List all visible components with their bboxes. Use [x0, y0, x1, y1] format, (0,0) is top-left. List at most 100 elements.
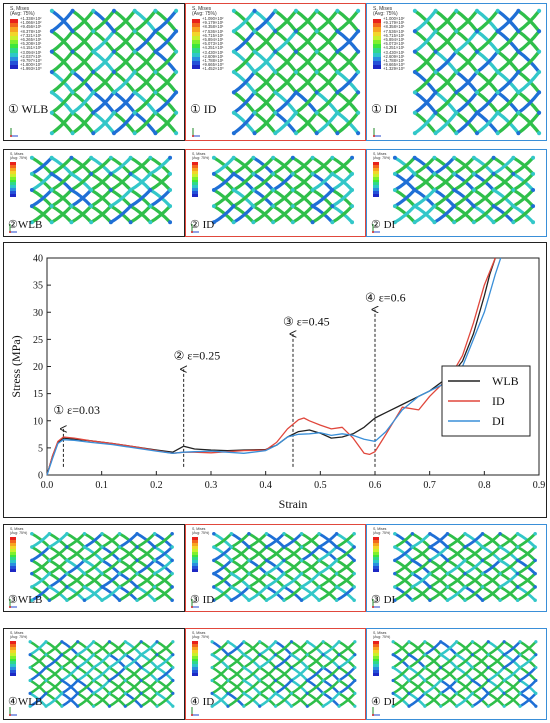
panel-wlb-3: S, Mises (Avg: 75%) ③WLB [3, 524, 185, 612]
deformation-state-label: ②WLB [8, 219, 43, 231]
axis-triad-icon [372, 707, 380, 716]
contour-legend-value: +6.715×10¹ [202, 32, 224, 38]
panel-wlb-4: S, Mises (Avg: 75%) ④WLB [3, 628, 185, 720]
contour-legend: S, Mises (Avg: 75%) +1.338×10² +1.066×10² +… [10, 6, 42, 71]
contour-legend-value: +1.000×10² [383, 16, 405, 21]
contour-legend-title: S, Mises (Avg: 75%) [192, 631, 210, 639]
contour-legend-value: +1.329×10⁰ [383, 66, 405, 72]
legend-label-wlb: WLB [492, 374, 519, 388]
stress-contour-row-1: S, Mises (Avg: 75%) +1.338×10² +1.066×10² +… [3, 3, 547, 141]
contour-legend: S, Mises (Avg: 75%) [192, 631, 210, 676]
deformation-state-label: ④ ID [190, 696, 215, 708]
stress-contour-row-3: S, Mises (Avg: 75%) ③WLB S, Mises (Avg: 7… [3, 524, 547, 612]
contour-legend-title: S, Mises (Avg: 75%) [10, 6, 35, 17]
y-tick-label: 20 [33, 362, 43, 373]
legend-label-di: DI [492, 414, 505, 428]
contour-legend-value: +8.358×10¹ [202, 24, 224, 30]
panel-di-2: S, Mises (Avg: 75%) ② DI [366, 149, 547, 237]
contour-legend-value: +2.609×10¹ [202, 53, 224, 59]
contour-color-bar [10, 537, 27, 572]
panel-id-1: S, Mises (Avg: 75%) +1.090×10² +9.179×10¹ +… [185, 3, 366, 141]
series-line-wlb [46, 257, 496, 476]
contour-legend-value: +1.800×10⁰ [20, 62, 42, 68]
strain-marker-label: ④ ε=0.6 [365, 290, 406, 304]
contour-legend: S, Mises (Avg: 75%) [373, 527, 391, 572]
contour-legend-value: +3.430×10¹ [202, 49, 224, 55]
lattice-stress-contour [212, 532, 356, 602]
axis-triad-icon [9, 707, 17, 716]
contour-legend-title: S, Mises (Avg: 75%) [192, 152, 210, 160]
contour-legend-value: +1.788×10¹ [383, 57, 405, 63]
contour-color-bar [10, 641, 27, 676]
stress-strain-chart-panel: 0.0 0.1 0.2 0.3 0.4 0.5 0.6 0.7 0.8 0.9 0 5 10 15 20 25… [3, 242, 547, 518]
contour-legend-value: +4.151×10¹ [20, 45, 42, 51]
contour-legend-value: +5.894×10¹ [383, 36, 405, 42]
lattice-stress-contour [30, 532, 174, 602]
panel-wlb-2: S, Mises (Avg: 75%) ②WLB [3, 149, 185, 237]
lattice-stress-contour [29, 155, 173, 225]
y-tick-label: 5 [38, 443, 43, 454]
lattice-stress-contour [392, 155, 536, 225]
contour-color-bar [192, 162, 209, 197]
panel-di-1: S, Mises (Avg: 75%) +1.000×10² +9.179×10¹ +… [366, 3, 547, 141]
lattice-stress-contour [28, 640, 175, 708]
contour-legend-title: S, Mises (Avg: 75%) [192, 6, 217, 17]
contour-legend-value: +9.797×10⁰ [20, 57, 42, 63]
contour-color-bar [373, 641, 390, 676]
series-line-di [46, 257, 502, 476]
axis-triad-icon [191, 707, 199, 716]
contour-legend-value: +7.536×10¹ [383, 28, 405, 34]
stress-strain-chart: 0.0 0.1 0.2 0.3 0.4 0.5 0.6 0.7 0.8 0.9 0 5 10 15 20 25… [9, 254, 545, 512]
axis-triad-icon [9, 599, 17, 608]
y-axis-title: Stress (MPa) [9, 335, 23, 397]
axis-triad-icon [191, 224, 199, 233]
lattice-stress-contour [391, 640, 538, 708]
contour-legend-value: +5.073×10¹ [202, 41, 224, 47]
contour-legend-title: S, Mises (Avg: 75%) [10, 527, 28, 535]
contour-legend-value: +6.715×10¹ [383, 32, 405, 38]
contour-legend-value: +3.094×10¹ [20, 49, 42, 55]
contour-legend: S, Mises (Avg: 75%) [192, 152, 210, 197]
contour-legend-title: S, Mises (Avg: 75%) [373, 152, 391, 160]
lattice-stress-contour [49, 8, 179, 136]
contour-legend: S, Mises (Avg: 75%) [10, 631, 28, 676]
stress-contour-row-4: S, Mises (Avg: 75%) ④WLB S, Mises (Avg: 7… [3, 628, 547, 720]
contour-legend: S, Mises (Avg: 75%) [192, 527, 209, 572]
deformation-state-label: ③ DI [371, 594, 396, 606]
x-tick-label: 0.1 [95, 480, 108, 491]
contour-legend-value: +9.665×10⁰ [202, 62, 224, 68]
contour-legend-values: +1.090×10² +9.179×10¹ +8.358×10¹ +7.536×10¹… [202, 16, 224, 71]
contour-legend-value: +1.788×10¹ [202, 57, 224, 63]
deformation-state-label: ② DI [371, 219, 396, 231]
contour-legend-value: +6.265×10¹ [20, 36, 42, 42]
lattice-stress-contour [210, 640, 357, 708]
series-line-id [46, 257, 496, 476]
x-tick-label: 0.8 [478, 480, 491, 491]
panel-id-2: S, Mises (Avg: 75%) ② ID [185, 149, 366, 237]
contour-legend-value: +5.073×10¹ [383, 41, 405, 47]
axis-triad-icon [9, 224, 17, 233]
contour-legend-value: +4.251×10¹ [383, 45, 405, 51]
contour-legend-value: +1.338×10² [20, 16, 42, 21]
contour-color-bar: +1.338×10² +1.066×10² +9.456×10¹ +8.378×10¹… [10, 16, 42, 71]
axis-triad-icon [191, 599, 199, 608]
panel-wlb-1: S, Mises (Avg: 75%) +1.338×10² +1.066×10² +… [3, 3, 185, 141]
contour-legend-value: +1.452×10⁰ [202, 66, 224, 72]
contour-legend-value: +9.665×10⁰ [383, 62, 405, 68]
contour-color-bar [10, 162, 27, 197]
contour-legend: S, Mises (Avg: 75%) +1.000×10² +9.179×10¹ +… [373, 7, 405, 71]
contour-legend-value: +8.378×10¹ [20, 28, 42, 34]
contour-legend-value: +5.208×10¹ [20, 41, 42, 47]
contour-legend-value: +8.358×10¹ [383, 24, 405, 30]
contour-legend-value: +1.090×10² [202, 16, 224, 21]
contour-legend-value: +9.456×10¹ [20, 24, 42, 30]
panel-di-4: S, Mises (Avg: 75%) ④ DI [366, 628, 547, 720]
contour-legend-title: S, Mises (Avg: 75%) [10, 631, 28, 639]
y-tick-label: 15 [33, 389, 43, 400]
panel-di-3: S, Mises (Avg: 75%) ③ DI [366, 524, 547, 612]
contour-color-bar [373, 162, 390, 197]
y-tick-label: 30 [33, 308, 43, 319]
axis-triad-icon [372, 224, 380, 233]
lattice-stress-contour [211, 155, 355, 225]
contour-legend-title: S, Mises (Avg: 75%) [373, 527, 391, 535]
